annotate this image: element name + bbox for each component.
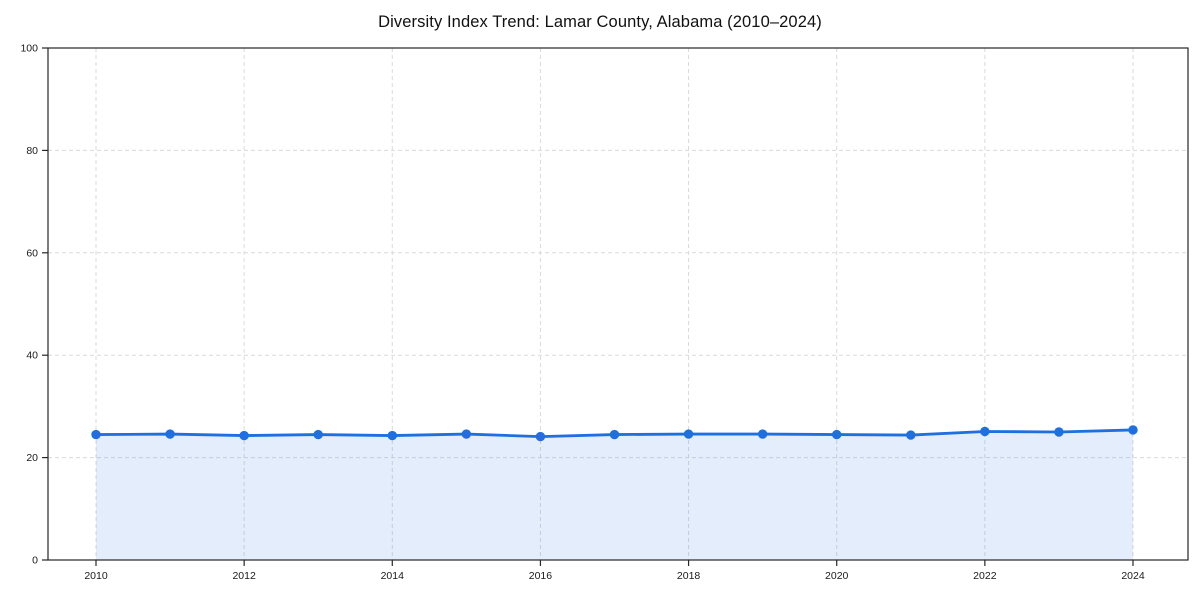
plot-border: [47, 47, 1189, 561]
y-tick-label: 60: [26, 247, 38, 259]
data-point: [165, 429, 175, 439]
data-point: [1128, 425, 1138, 435]
y-tick-label: 20: [26, 452, 38, 464]
x-tick-label: 2018: [677, 570, 701, 582]
x-tick-label: 2012: [232, 570, 256, 582]
data-point: [980, 426, 990, 437]
data-point: [683, 429, 694, 439]
data-point: [609, 429, 620, 440]
data-point: [239, 430, 249, 441]
y-tick-label: 80: [26, 145, 38, 157]
data-point: [832, 429, 842, 440]
x-tick-label: 2016: [529, 570, 553, 582]
data-point: [387, 430, 397, 441]
data-point: [1054, 427, 1064, 437]
data-point: [757, 429, 768, 439]
x-tick-label: 2020: [825, 570, 849, 582]
data-point: [91, 429, 101, 440]
data-point: [535, 431, 546, 442]
data-point: [906, 430, 916, 440]
data-point: [461, 429, 472, 439]
y-tick-label: 0: [32, 555, 38, 567]
data-point: [313, 429, 323, 440]
x-tick-label: 2014: [381, 570, 405, 582]
x-tick-label: 2010: [84, 570, 108, 582]
area-fill: [96, 429, 1133, 560]
y-tick-label: 100: [20, 43, 38, 55]
x-tick-label: 2022: [973, 570, 997, 582]
chart-title: Diversity Index Trend: Lamar County, Ala…: [378, 13, 822, 31]
x-tick-label: 2024: [1121, 570, 1145, 582]
y-tick-label: 40: [26, 350, 38, 362]
